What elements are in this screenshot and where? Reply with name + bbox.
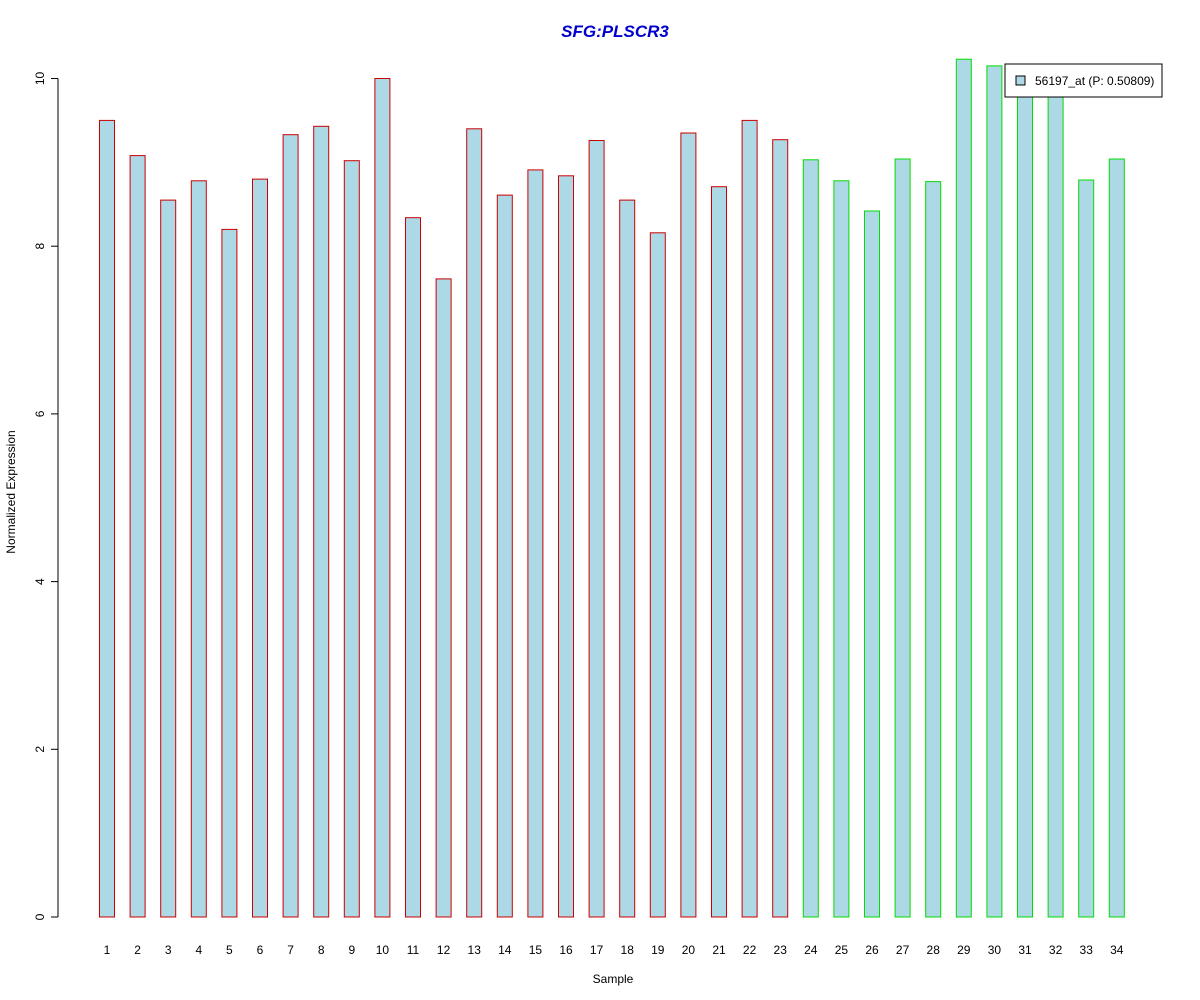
bar [680, 132, 697, 918]
bar [527, 169, 544, 918]
x-tick-label: 34 [1110, 943, 1124, 957]
x-tick-label: 30 [988, 943, 1002, 957]
x-tick-label: 15 [529, 943, 543, 957]
bar [894, 158, 911, 918]
x-tick-label: 17 [590, 943, 604, 957]
x-axis-title: Sample [593, 972, 634, 986]
bar [466, 128, 483, 918]
x-tick-label: 5 [226, 943, 233, 957]
x-tick-label: 25 [835, 943, 849, 957]
legend-swatch [1015, 75, 1026, 86]
bar [864, 210, 880, 918]
bar [160, 199, 177, 918]
x-tick-label: 19 [651, 943, 665, 957]
bar [1047, 90, 1064, 918]
x-tick-label: 16 [559, 943, 573, 957]
y-tick-label: 2 [33, 746, 47, 753]
bar [343, 160, 360, 918]
x-tick-label: 23 [774, 943, 788, 957]
x-tick-label: 3 [165, 943, 172, 957]
bar [925, 181, 942, 918]
x-tick-label: 26 [865, 943, 879, 957]
y-tick-label: 0 [33, 913, 47, 920]
bar [1108, 158, 1125, 918]
y-tick-label: 8 [33, 243, 47, 250]
bar [282, 134, 299, 918]
x-tick-label: 13 [468, 943, 482, 957]
bar [558, 175, 574, 918]
x-tick-label: 18 [621, 943, 635, 957]
bars-group [99, 58, 1125, 918]
bar [955, 58, 972, 918]
legend: 56197_at (P: 0.50809) [1004, 63, 1163, 98]
x-tick-label: 27 [896, 943, 910, 957]
bar [496, 194, 513, 918]
bar [252, 178, 268, 918]
bar [221, 228, 238, 918]
bar [129, 155, 146, 918]
legend-box [1004, 63, 1163, 98]
bar [405, 217, 421, 918]
y-axis: 0 2 4 6 8 10 [33, 72, 59, 920]
x-tick-label: 12 [437, 943, 451, 957]
legend-label: 56197_at (P: 0.50809) [1035, 74, 1154, 88]
bar [772, 139, 789, 918]
bar [711, 186, 727, 918]
x-tick-labels: 1 2 3 4 5 6 7 8 9 10 11 12 13 14 15 16 17 18 19 20 21 22 23 24 2… [104, 943, 1124, 957]
bar [313, 125, 330, 918]
x-tick-label: 24 [804, 943, 818, 957]
x-tick-label: 11 [407, 943, 420, 957]
bar [802, 159, 819, 918]
bar [619, 199, 636, 918]
bar [1017, 90, 1033, 918]
bar [99, 119, 115, 918]
y-tick-label: 10 [33, 72, 47, 86]
x-tick-label: 21 [712, 943, 726, 957]
bar [374, 78, 391, 918]
x-tick-label: 8 [318, 943, 325, 957]
bar [833, 180, 850, 918]
x-tick-label: 6 [257, 943, 264, 957]
chart-title: SFG:PLSCR3 [561, 22, 669, 41]
x-tick-label: 29 [957, 943, 971, 957]
bar [190, 180, 207, 918]
bar [986, 65, 1003, 918]
x-tick-label: 1 [104, 943, 111, 957]
x-tick-label: 10 [376, 943, 390, 957]
x-tick-label: 31 [1018, 943, 1032, 957]
bar [1078, 179, 1095, 918]
x-tick-label: 2 [134, 943, 141, 957]
x-tick-label: 9 [348, 943, 355, 957]
x-tick-label: 20 [682, 943, 696, 957]
bar [741, 119, 758, 918]
x-tick-label: 32 [1049, 943, 1063, 957]
bar [435, 278, 452, 918]
x-tick-label: 14 [498, 943, 512, 957]
x-tick-label: 4 [195, 943, 202, 957]
y-tick-label: 6 [33, 410, 47, 417]
bar [588, 140, 605, 918]
x-tick-label: 22 [743, 943, 757, 957]
x-tick-label: 7 [287, 943, 294, 957]
x-tick-label: 28 [927, 943, 941, 957]
x-tick-label: 33 [1080, 943, 1094, 957]
bar [649, 232, 666, 918]
y-tick-label: 4 [33, 578, 47, 585]
y-axis-title: Normalized Expression [4, 430, 18, 553]
